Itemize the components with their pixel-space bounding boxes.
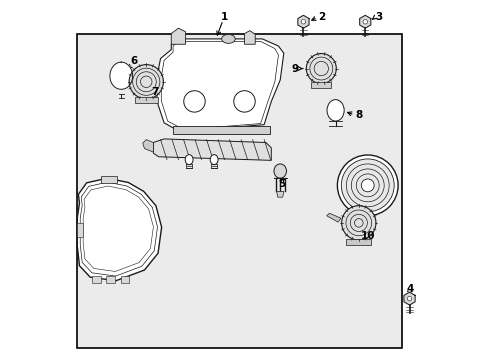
Polygon shape — [244, 31, 255, 44]
Circle shape — [362, 19, 367, 24]
Ellipse shape — [221, 35, 235, 43]
Text: 3: 3 — [374, 12, 381, 22]
Text: 8: 8 — [354, 110, 362, 120]
Circle shape — [341, 159, 393, 212]
Polygon shape — [359, 15, 370, 28]
Ellipse shape — [210, 155, 218, 165]
Circle shape — [305, 54, 336, 84]
Circle shape — [301, 19, 305, 24]
Bar — [77, 223, 83, 237]
Text: 6: 6 — [130, 56, 137, 66]
Polygon shape — [157, 39, 283, 132]
Polygon shape — [110, 62, 132, 89]
Bar — [173, 126, 269, 134]
Text: 10: 10 — [360, 231, 374, 242]
Circle shape — [233, 91, 255, 112]
Polygon shape — [297, 15, 308, 28]
Text: 2: 2 — [317, 12, 324, 22]
Ellipse shape — [185, 155, 193, 165]
Bar — [121, 276, 129, 283]
Text: 7: 7 — [150, 87, 158, 98]
Polygon shape — [276, 192, 283, 197]
Text: 9: 9 — [291, 64, 298, 73]
Bar — [135, 97, 157, 103]
Circle shape — [337, 155, 397, 216]
Bar — [92, 276, 101, 283]
Circle shape — [407, 296, 411, 301]
Polygon shape — [326, 213, 340, 222]
Circle shape — [341, 206, 375, 240]
Bar — [311, 82, 331, 88]
Circle shape — [129, 64, 163, 99]
Text: 4: 4 — [406, 284, 413, 294]
Polygon shape — [153, 139, 271, 160]
Bar — [346, 239, 370, 245]
Circle shape — [183, 91, 205, 112]
Polygon shape — [403, 292, 414, 305]
Polygon shape — [142, 140, 153, 152]
Polygon shape — [77, 178, 162, 281]
Text: 1: 1 — [221, 12, 228, 22]
Text: 5: 5 — [278, 179, 285, 189]
Polygon shape — [171, 28, 185, 44]
Ellipse shape — [273, 164, 286, 178]
Ellipse shape — [326, 100, 344, 121]
Bar — [106, 276, 115, 283]
Bar — [101, 176, 117, 183]
Circle shape — [361, 179, 373, 192]
Bar — [77, 33, 401, 348]
